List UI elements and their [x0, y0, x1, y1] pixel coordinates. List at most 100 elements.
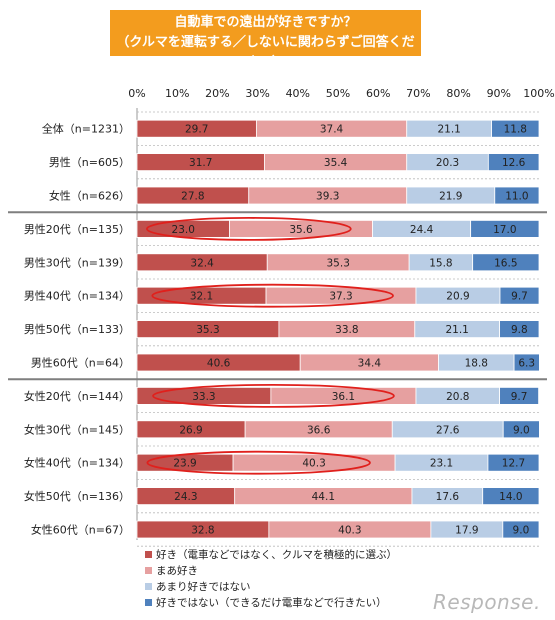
response-logo: Response.	[433, 590, 541, 614]
data-label: 17.9	[455, 525, 478, 537]
category-label: 女性30代（n=145）	[24, 422, 130, 436]
category-label: 全体（n=1231）	[42, 122, 130, 136]
legend-label: 好き（電車などではなく、クルマを積極的に選ぶ）	[156, 548, 397, 561]
data-label: 21.1	[437, 124, 460, 136]
data-label: 35.3	[327, 257, 350, 269]
data-label: 9.7	[511, 291, 528, 303]
bar-segment	[513, 353, 540, 372]
data-label: 12.7	[502, 458, 525, 470]
data-label: 39.3	[316, 191, 339, 203]
data-label: 37.3	[329, 291, 352, 303]
legend-swatch	[145, 598, 152, 606]
data-label: 37.4	[320, 124, 344, 136]
legend-label: 好きではない（できるだけ電車などで行きたい）	[156, 596, 387, 609]
x-tick-label: 70%	[406, 87, 430, 100]
data-label: 9.8	[511, 324, 528, 336]
data-label: 40.3	[302, 458, 325, 470]
data-label: 11.0	[505, 191, 528, 203]
data-label: 27.6	[436, 424, 460, 436]
data-label: 17.0	[493, 224, 516, 236]
x-tick-label: 90%	[487, 87, 511, 100]
data-label: 23.9	[173, 458, 196, 470]
data-label: 24.3	[174, 491, 197, 503]
x-tick-label: 0%	[128, 87, 145, 100]
data-label: 9.7	[511, 391, 528, 403]
data-label: 14.0	[499, 491, 522, 503]
category-label: 女性50代（n=136）	[24, 489, 130, 503]
data-label: 20.9	[446, 291, 469, 303]
x-tick-label: 10%	[165, 87, 189, 100]
data-label: 11.8	[504, 124, 527, 136]
category-label: 男性（n=605）	[49, 155, 130, 169]
category-label: 男性60代（n=64）	[31, 356, 130, 370]
bar-segment	[472, 253, 540, 272]
x-tick-label: 80%	[446, 87, 470, 100]
data-label: 27.8	[181, 191, 204, 203]
category-label: 女性40代（n=134）	[24, 456, 130, 470]
legend-label: あまり好きではない	[156, 580, 251, 593]
chart-title-line1: 自動車での遠出が好きですか？	[174, 15, 357, 30]
data-label: 32.4	[190, 257, 214, 269]
legend-item: 好き（電車などではなく、クルマを積極的に選ぶ）	[145, 546, 397, 562]
legend-item: あまり好きではない	[145, 578, 397, 594]
legend-swatch	[145, 582, 152, 590]
legend-item: まあ好き	[145, 562, 397, 578]
data-label: 23.1	[430, 458, 453, 470]
category-label: 女性20代（n=144）	[24, 389, 130, 403]
data-label: 23.0	[172, 224, 195, 236]
data-label: 18.8	[465, 358, 488, 370]
data-label: 35.4	[324, 157, 348, 169]
category-label: 男性20代（n=135）	[24, 222, 130, 236]
category-label: 女性60代（n=67）	[31, 523, 130, 537]
category-label: 男性40代（n=134）	[24, 289, 130, 303]
category-label: 男性50代（n=133）	[24, 322, 130, 336]
data-label: 29.7	[185, 124, 208, 136]
data-label: 32.8	[191, 525, 214, 537]
legend-item: 好きではない（できるだけ電車などで行きたい）	[145, 594, 397, 610]
highlight-ellipse	[151, 283, 394, 308]
bar-segment	[494, 186, 540, 205]
bar-segment	[499, 320, 540, 339]
data-label: 15.8	[429, 257, 452, 269]
x-tick-label: 40%	[286, 87, 310, 100]
legend-swatch	[145, 566, 152, 574]
highlight-ellipse	[145, 216, 352, 241]
data-label: 17.6	[436, 491, 460, 503]
data-label: 34.4	[358, 358, 382, 370]
data-label: 16.5	[494, 257, 517, 269]
x-tick-label: 20%	[205, 87, 229, 100]
data-label: 33.3	[192, 391, 215, 403]
bar-segment	[499, 386, 539, 405]
bar-segment	[487, 453, 540, 472]
data-label: 26.9	[179, 424, 202, 436]
x-tick-label: 50%	[326, 87, 350, 100]
legend-swatch	[145, 550, 152, 558]
data-label: 36.6	[307, 424, 331, 436]
x-tick-label: 30%	[245, 87, 269, 100]
data-label: 33.8	[335, 324, 358, 336]
category-label: 女性（n=626）	[49, 189, 130, 203]
highlight-ellipse	[146, 450, 371, 475]
data-label: 32.1	[190, 291, 213, 303]
data-label: 12.6	[502, 157, 526, 169]
data-label: 9.0	[513, 525, 530, 537]
bar-segment	[487, 153, 540, 172]
data-label: 21.9	[439, 191, 462, 203]
chart-title: 自動車での遠出が好きですか？ （クルマを運転する／しないに関わらずご回答ください…	[110, 10, 421, 70]
data-label: 35.3	[196, 324, 219, 336]
data-label: 40.3	[338, 525, 361, 537]
highlight-ellipse	[152, 383, 395, 408]
data-label: 20.8	[446, 391, 469, 403]
x-tick-label: 60%	[366, 87, 390, 100]
data-label: 21.1	[445, 324, 468, 336]
bar-segment	[470, 219, 540, 238]
data-label: 31.7	[189, 157, 212, 169]
data-label: 36.1	[332, 391, 355, 403]
data-label: 20.3	[436, 157, 459, 169]
bar-segment	[482, 487, 540, 506]
x-tick-label: 100%	[523, 87, 554, 100]
chart-title-line2: （クルマを運転する／しないに関わらずご回答ください）	[116, 35, 415, 70]
data-label: 6.3	[518, 358, 535, 370]
category-label: 男性30代（n=139）	[24, 255, 130, 269]
data-label: 44.1	[312, 491, 335, 503]
